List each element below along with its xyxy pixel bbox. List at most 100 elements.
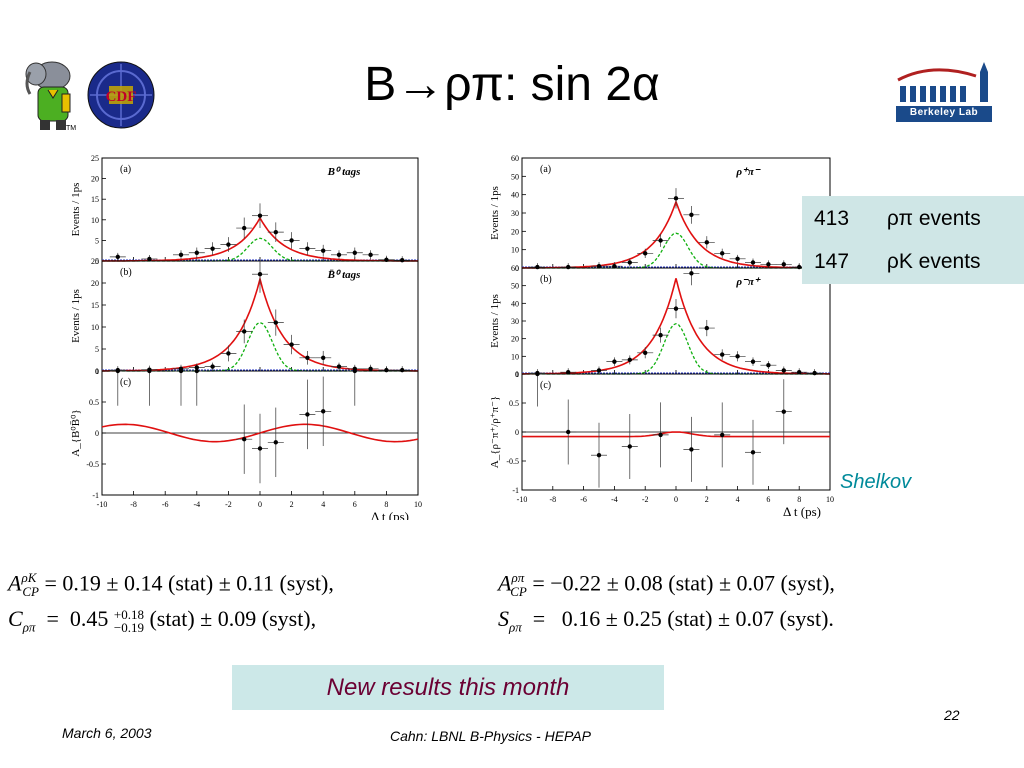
y-tick-label: 10 [91, 323, 99, 332]
x-tick-label: 4 [736, 495, 740, 504]
y-tick-label: 20 [511, 227, 519, 236]
panel-tag: B̄⁰ tags [327, 269, 361, 281]
y-axis-label: Events / 1ps [489, 186, 501, 240]
acp-rp-value: −0.22 [550, 570, 602, 596]
data-point [305, 412, 310, 417]
x-tick-label: -6 [162, 500, 169, 509]
panel-label: (b) [120, 267, 132, 278]
data-point [178, 252, 184, 258]
y-tick-label: 0 [515, 370, 519, 379]
data-point [596, 368, 602, 373]
panel-tag: B⁰ tags [327, 166, 361, 178]
slide-title: B→ρπ: sin 2α [364, 58, 660, 111]
stat-label: (stat) [667, 606, 713, 631]
data-point [596, 453, 602, 458]
data-point [242, 225, 247, 231]
data-point [535, 371, 540, 377]
y-tick-label: 60 [511, 264, 519, 273]
berkeley-lab-text: Berkeley Lab [909, 107, 979, 118]
right-figure: 0 10 20 30 40 50 60 (a) ρ⁺π⁻ Events / 1ps 0 10 20 30 4… [486, 150, 834, 520]
x-tick-label: 10 [826, 495, 834, 504]
y-tick-label: 50 [511, 282, 519, 291]
x-tick-label: 6 [353, 500, 357, 509]
y-tick-label: 0 [95, 429, 99, 438]
panel-tag: ρ⁺π⁻ [735, 166, 760, 178]
left-figure: 0 5 10 15 20 25 (a) B⁰ tags Events / 1ps 0 5 10 15 20… [66, 150, 422, 520]
y-tick-label: 10 [511, 246, 519, 255]
events-count: 413 [814, 207, 850, 230]
svg-text:CDF: CDF [106, 89, 137, 105]
x-tick-label: -10 [517, 495, 528, 504]
data-point [147, 368, 152, 374]
acp-rk-stat: ± 0.14 [106, 570, 163, 596]
y-tick-label: 0 [95, 367, 99, 376]
syst-label-end: (syst). [779, 606, 834, 631]
y-tick-label: 0 [515, 264, 519, 273]
data-point [305, 355, 310, 360]
y-tick-label: 50 [511, 172, 519, 181]
data-point [735, 354, 740, 359]
data-point [210, 246, 215, 251]
x-tick-label: -4 [193, 500, 200, 509]
panel-tag: ρ⁻π⁺ [735, 276, 760, 288]
panel-label: (c) [120, 377, 131, 388]
data-point [226, 351, 231, 356]
y-tick-label: 30 [511, 317, 519, 326]
data-point [627, 444, 632, 449]
data-point [673, 196, 679, 201]
panel-label: (b) [540, 274, 552, 285]
author-credit: Shelkov [840, 471, 912, 493]
data-point [321, 409, 326, 414]
babar-logo [22, 54, 84, 136]
data-point [750, 260, 756, 265]
data-point [673, 306, 679, 311]
acp-rp-syst: ± 0.07 [718, 570, 776, 596]
formula-acp-rp: AρπCP = −0.22 ± 0.08 (stat) ± 0.07 (syst… [498, 570, 835, 599]
y-tick-label: 40 [511, 191, 519, 200]
c-rp-stat-dn: −0.19 [113, 619, 144, 635]
footer-text: Cahn: LBNL B-Physics - HEPAP [390, 728, 592, 744]
data-point [289, 342, 294, 347]
data-point [566, 429, 571, 435]
y-tick-label: -1 [512, 486, 519, 495]
y-tick-label: 1 [95, 367, 99, 376]
data-point [627, 260, 632, 265]
x-tick-label: -2 [642, 495, 649, 504]
data-point [781, 262, 786, 267]
y-tick-label: 1 [515, 370, 519, 379]
signal-curve [522, 322, 830, 375]
footer-date: March 6, 2003 [62, 725, 152, 741]
data-point [535, 264, 540, 270]
x-tick-label: -2 [225, 500, 232, 509]
data-point [257, 272, 263, 277]
y-tick-label: 0 [95, 257, 99, 266]
data-point [612, 263, 617, 269]
x-tick-label: 2 [705, 495, 709, 504]
y-tick-label: 0.5 [89, 398, 99, 407]
data-point [797, 264, 802, 270]
formula-s-rp: Sρπ = 0.16 ± 0.25 (stat) ± 0.07 (syst). [498, 606, 834, 635]
x-tick-label: 0 [674, 495, 678, 504]
fit-curve [522, 199, 830, 269]
x-tick-label: -6 [580, 495, 587, 504]
y-tick-label: 10 [91, 216, 99, 225]
x-tick-label: -4 [611, 495, 618, 504]
x-axis-label: Δ t (ps) [371, 509, 409, 520]
data-point [352, 250, 357, 255]
data-point [658, 332, 663, 338]
s-rp-stat: ± 0.25 [605, 606, 662, 631]
y-tick-label: -0.5 [506, 457, 519, 466]
x-tick-label: 0 [258, 500, 262, 509]
panel-label: (a) [120, 164, 131, 175]
y-tick-label: 25 [91, 154, 99, 163]
panel-label: (c) [540, 380, 551, 391]
y-tick-label: 15 [91, 195, 99, 204]
fit-curve [102, 275, 418, 372]
y-tick-label: 0 [515, 428, 519, 437]
x-tick-label: -8 [130, 500, 137, 509]
x-tick-label: 8 [797, 495, 801, 504]
y-tick-label: 15 [91, 301, 99, 310]
data-point [194, 250, 199, 255]
data-point [566, 264, 571, 270]
